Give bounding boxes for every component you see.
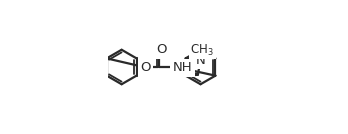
Text: NH: NH [173,61,192,74]
Text: O: O [140,60,151,74]
Text: N: N [196,54,205,67]
Text: CH$_3$: CH$_3$ [190,43,214,58]
Text: O: O [157,43,167,56]
